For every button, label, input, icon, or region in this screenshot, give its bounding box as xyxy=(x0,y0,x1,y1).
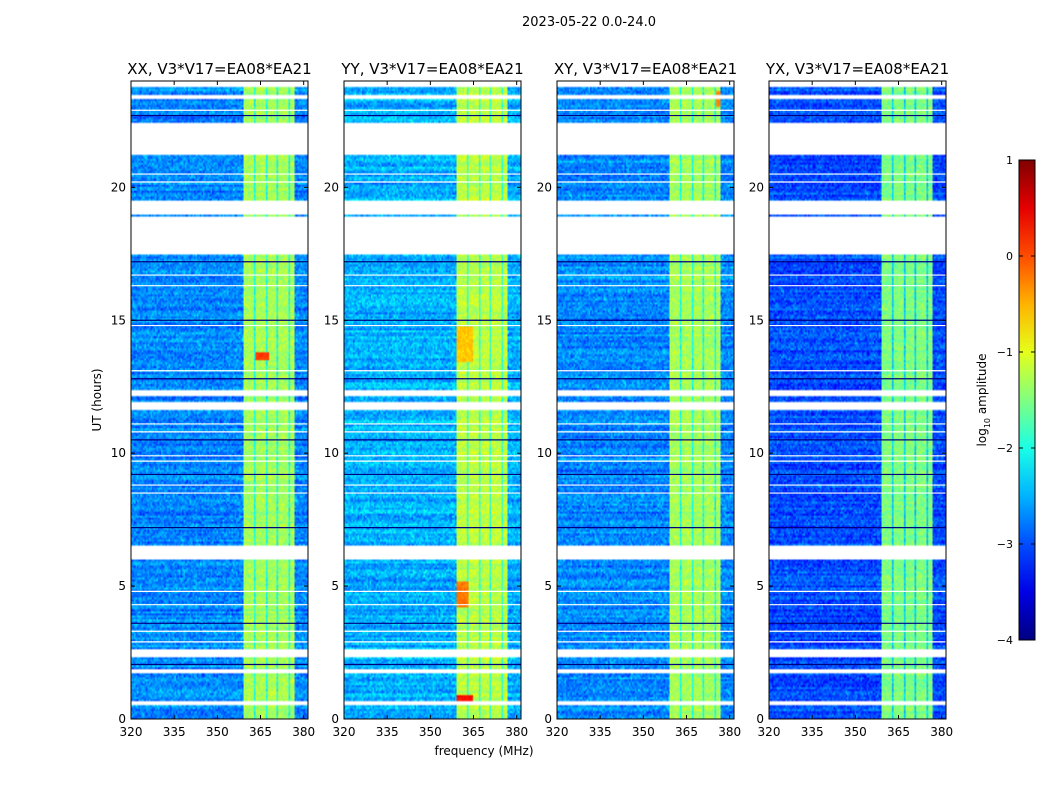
y-tick-label: 0 xyxy=(544,712,552,726)
y-tick-label: 20 xyxy=(324,180,339,194)
y-tick-label: 10 xyxy=(749,446,764,460)
x-tick-label: 350 xyxy=(419,725,442,739)
y-tick-label: 0 xyxy=(331,712,339,726)
panel-title: XY, V3*V17=EA08*EA21 xyxy=(554,60,737,78)
y-tick-label: 20 xyxy=(111,180,126,194)
x-tick-label: 365 xyxy=(249,725,272,739)
panel-title: YX, V3*V17=EA08*EA21 xyxy=(765,60,949,78)
x-tick-label: 380 xyxy=(292,725,315,739)
x-tick-label: 365 xyxy=(462,725,485,739)
panel-title: YY, V3*V17=EA08*EA21 xyxy=(340,60,523,78)
x-tick-label: 320 xyxy=(120,725,143,739)
panel-frame xyxy=(556,80,735,720)
x-tick-label: 350 xyxy=(632,725,655,739)
colorbar: 1 0 −1 −2 −3 −4 log10 amplitude xyxy=(975,154,1036,647)
y-axis-label: UT (hours) xyxy=(90,368,104,431)
y-tick-label: 0 xyxy=(118,712,126,726)
y-tick-label: 15 xyxy=(111,313,126,327)
colorbar-gradient xyxy=(1018,159,1036,641)
panel-yy: YY, V3*V17=EA08*EA21 320 335 350 365 380 0 5 10 1… xyxy=(324,60,528,739)
panel-frame xyxy=(768,80,947,720)
panels-group: XX, V3*V17=EA08*EA21 320 335 350 365 380 0 5 10 1… xyxy=(111,60,953,739)
colorbar-tick-label: −3 xyxy=(997,538,1013,551)
x-tick-label: 335 xyxy=(589,725,612,739)
y-tick-label: 10 xyxy=(537,446,552,460)
x-tick-label: 380 xyxy=(930,725,953,739)
panel-xx: XX, V3*V17=EA08*EA21 320 335 350 365 380 0 5 10 1… xyxy=(111,60,315,739)
colorbar-label: log10 amplitude xyxy=(975,354,992,447)
x-tick-label: 335 xyxy=(801,725,824,739)
x-tick-label: 365 xyxy=(675,725,698,739)
y-tick-label: 15 xyxy=(537,313,552,327)
x-tick-label: 365 xyxy=(887,725,910,739)
x-tick-label: 320 xyxy=(758,725,781,739)
y-tick-label: 5 xyxy=(118,579,126,593)
y-tick-label: 0 xyxy=(756,712,764,726)
y-tick-label: 20 xyxy=(537,180,552,194)
y-tick-label: 5 xyxy=(331,579,339,593)
figure-suptitle: 2023-05-22 0.0-24.0 xyxy=(522,15,656,30)
y-tick-label: 20 xyxy=(749,180,764,194)
heatmap-raster xyxy=(344,81,521,719)
panel-frame xyxy=(343,80,522,720)
x-tick-label: 320 xyxy=(546,725,569,739)
colorbar-tick-label: −2 xyxy=(997,442,1013,455)
panel-xy: XY, V3*V17=EA08*EA21 320 335 350 365 380 0 5 10 1… xyxy=(537,60,741,739)
y-tick-label: 15 xyxy=(324,313,339,327)
x-axis-label: frequency (MHz) xyxy=(434,744,533,758)
heatmap-raster xyxy=(557,81,734,719)
panel-title: XX, V3*V17=EA08*EA21 xyxy=(127,60,311,78)
panel-yx: YX, V3*V17=EA08*EA21 320 335 350 365 380 0 5 10 1… xyxy=(749,60,953,739)
y-tick-label: 15 xyxy=(749,313,764,327)
y-tick-label: 10 xyxy=(111,446,126,460)
y-tick-label: 10 xyxy=(324,446,339,460)
x-tick-label: 335 xyxy=(163,725,186,739)
y-tick-label: 5 xyxy=(756,579,764,593)
heatmap-raster xyxy=(769,81,946,719)
colorbar-tick-label: −1 xyxy=(997,346,1013,359)
x-tick-label: 320 xyxy=(333,725,356,739)
x-tick-label: 335 xyxy=(376,725,399,739)
colorbar-tick-label: −4 xyxy=(997,634,1013,647)
x-tick-label: 350 xyxy=(206,725,229,739)
colorbar-tick-label: 0 xyxy=(1006,250,1013,263)
x-tick-label: 350 xyxy=(844,725,867,739)
panel-frame xyxy=(130,80,309,720)
x-tick-label: 380 xyxy=(505,725,528,739)
x-tick-label: 380 xyxy=(718,725,741,739)
heatmap-raster xyxy=(131,81,308,719)
y-tick-label: 5 xyxy=(544,579,552,593)
colorbar-tick-label: 1 xyxy=(1006,154,1013,167)
